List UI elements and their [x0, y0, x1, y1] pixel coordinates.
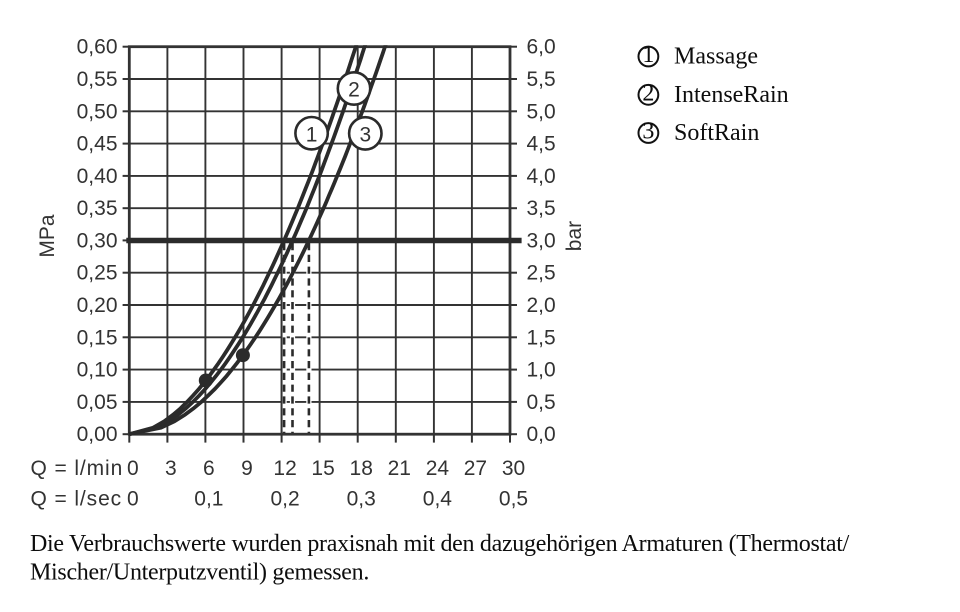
svg-text:Q = l/sec: Q = l/sec — [31, 488, 123, 511]
svg-text:0,3: 0,3 — [347, 488, 376, 511]
svg-text:2,5: 2,5 — [527, 262, 556, 285]
svg-text:0,20: 0,20 — [77, 294, 118, 317]
svg-text:3,0: 3,0 — [527, 229, 556, 252]
svg-text:5,5: 5,5 — [527, 68, 556, 91]
svg-text:18: 18 — [350, 457, 373, 480]
svg-text:1: 1 — [306, 123, 318, 146]
svg-text:0,1: 0,1 — [194, 488, 223, 511]
svg-text:0,5: 0,5 — [499, 488, 528, 511]
svg-text:27: 27 — [464, 457, 487, 480]
svg-text:0,55: 0,55 — [77, 68, 118, 91]
svg-text:30: 30 — [502, 457, 525, 480]
svg-text:2: 2 — [642, 81, 654, 107]
svg-text:0,15: 0,15 — [77, 326, 118, 349]
svg-text:9: 9 — [241, 457, 253, 480]
svg-text:3: 3 — [359, 124, 371, 147]
svg-text:MPa: MPa — [36, 214, 59, 258]
svg-text:3,5: 3,5 — [527, 197, 556, 220]
svg-text:0,25: 0,25 — [77, 262, 118, 285]
svg-text:Massage: Massage — [674, 44, 758, 70]
svg-text:IntenseRain: IntenseRain — [674, 82, 789, 108]
svg-text:5,0: 5,0 — [527, 100, 556, 123]
svg-text:4,5: 4,5 — [527, 133, 556, 156]
svg-text:2,0: 2,0 — [527, 294, 556, 317]
svg-text:12: 12 — [273, 457, 296, 480]
svg-text:0,05: 0,05 — [77, 391, 118, 414]
svg-text:0: 0 — [127, 488, 139, 511]
svg-text:0,10: 0,10 — [77, 359, 118, 382]
svg-text:0,35: 0,35 — [77, 197, 118, 220]
svg-text:2: 2 — [348, 79, 360, 102]
svg-text:SoftRain: SoftRain — [674, 120, 759, 146]
svg-text:Mischer/Unterputzventil) gemes: Mischer/Unterputzventil) gemessen. — [30, 560, 369, 586]
svg-text:bar: bar — [563, 221, 586, 251]
svg-text:0,4: 0,4 — [423, 488, 453, 511]
svg-text:0,0: 0,0 — [527, 423, 556, 446]
svg-text:1,5: 1,5 — [527, 326, 556, 349]
svg-text:1: 1 — [642, 42, 654, 68]
svg-text:0,2: 0,2 — [270, 488, 299, 511]
svg-text:0,5: 0,5 — [527, 391, 556, 414]
svg-text:0,30: 0,30 — [77, 229, 118, 252]
svg-text:15: 15 — [311, 457, 334, 480]
svg-text:3: 3 — [165, 457, 177, 480]
svg-text:0: 0 — [127, 457, 139, 480]
svg-text:6: 6 — [203, 457, 215, 480]
svg-text:0,50: 0,50 — [77, 100, 118, 123]
svg-text:4,0: 4,0 — [527, 165, 556, 188]
svg-text:0,40: 0,40 — [77, 165, 118, 188]
svg-text:6,0: 6,0 — [527, 36, 556, 59]
svg-text:1,0: 1,0 — [527, 359, 556, 382]
svg-text:3: 3 — [642, 119, 654, 145]
svg-text:0,00: 0,00 — [77, 423, 118, 446]
svg-text:Die Verbrauchswerte wurden pra: Die Verbrauchswerte wurden praxisnah mit… — [30, 531, 850, 557]
svg-text:24: 24 — [426, 457, 450, 480]
svg-text:Q = l/min: Q = l/min — [31, 457, 124, 480]
svg-text:0,60: 0,60 — [77, 36, 118, 59]
svg-text:0,45: 0,45 — [77, 133, 118, 156]
svg-text:21: 21 — [388, 457, 411, 480]
